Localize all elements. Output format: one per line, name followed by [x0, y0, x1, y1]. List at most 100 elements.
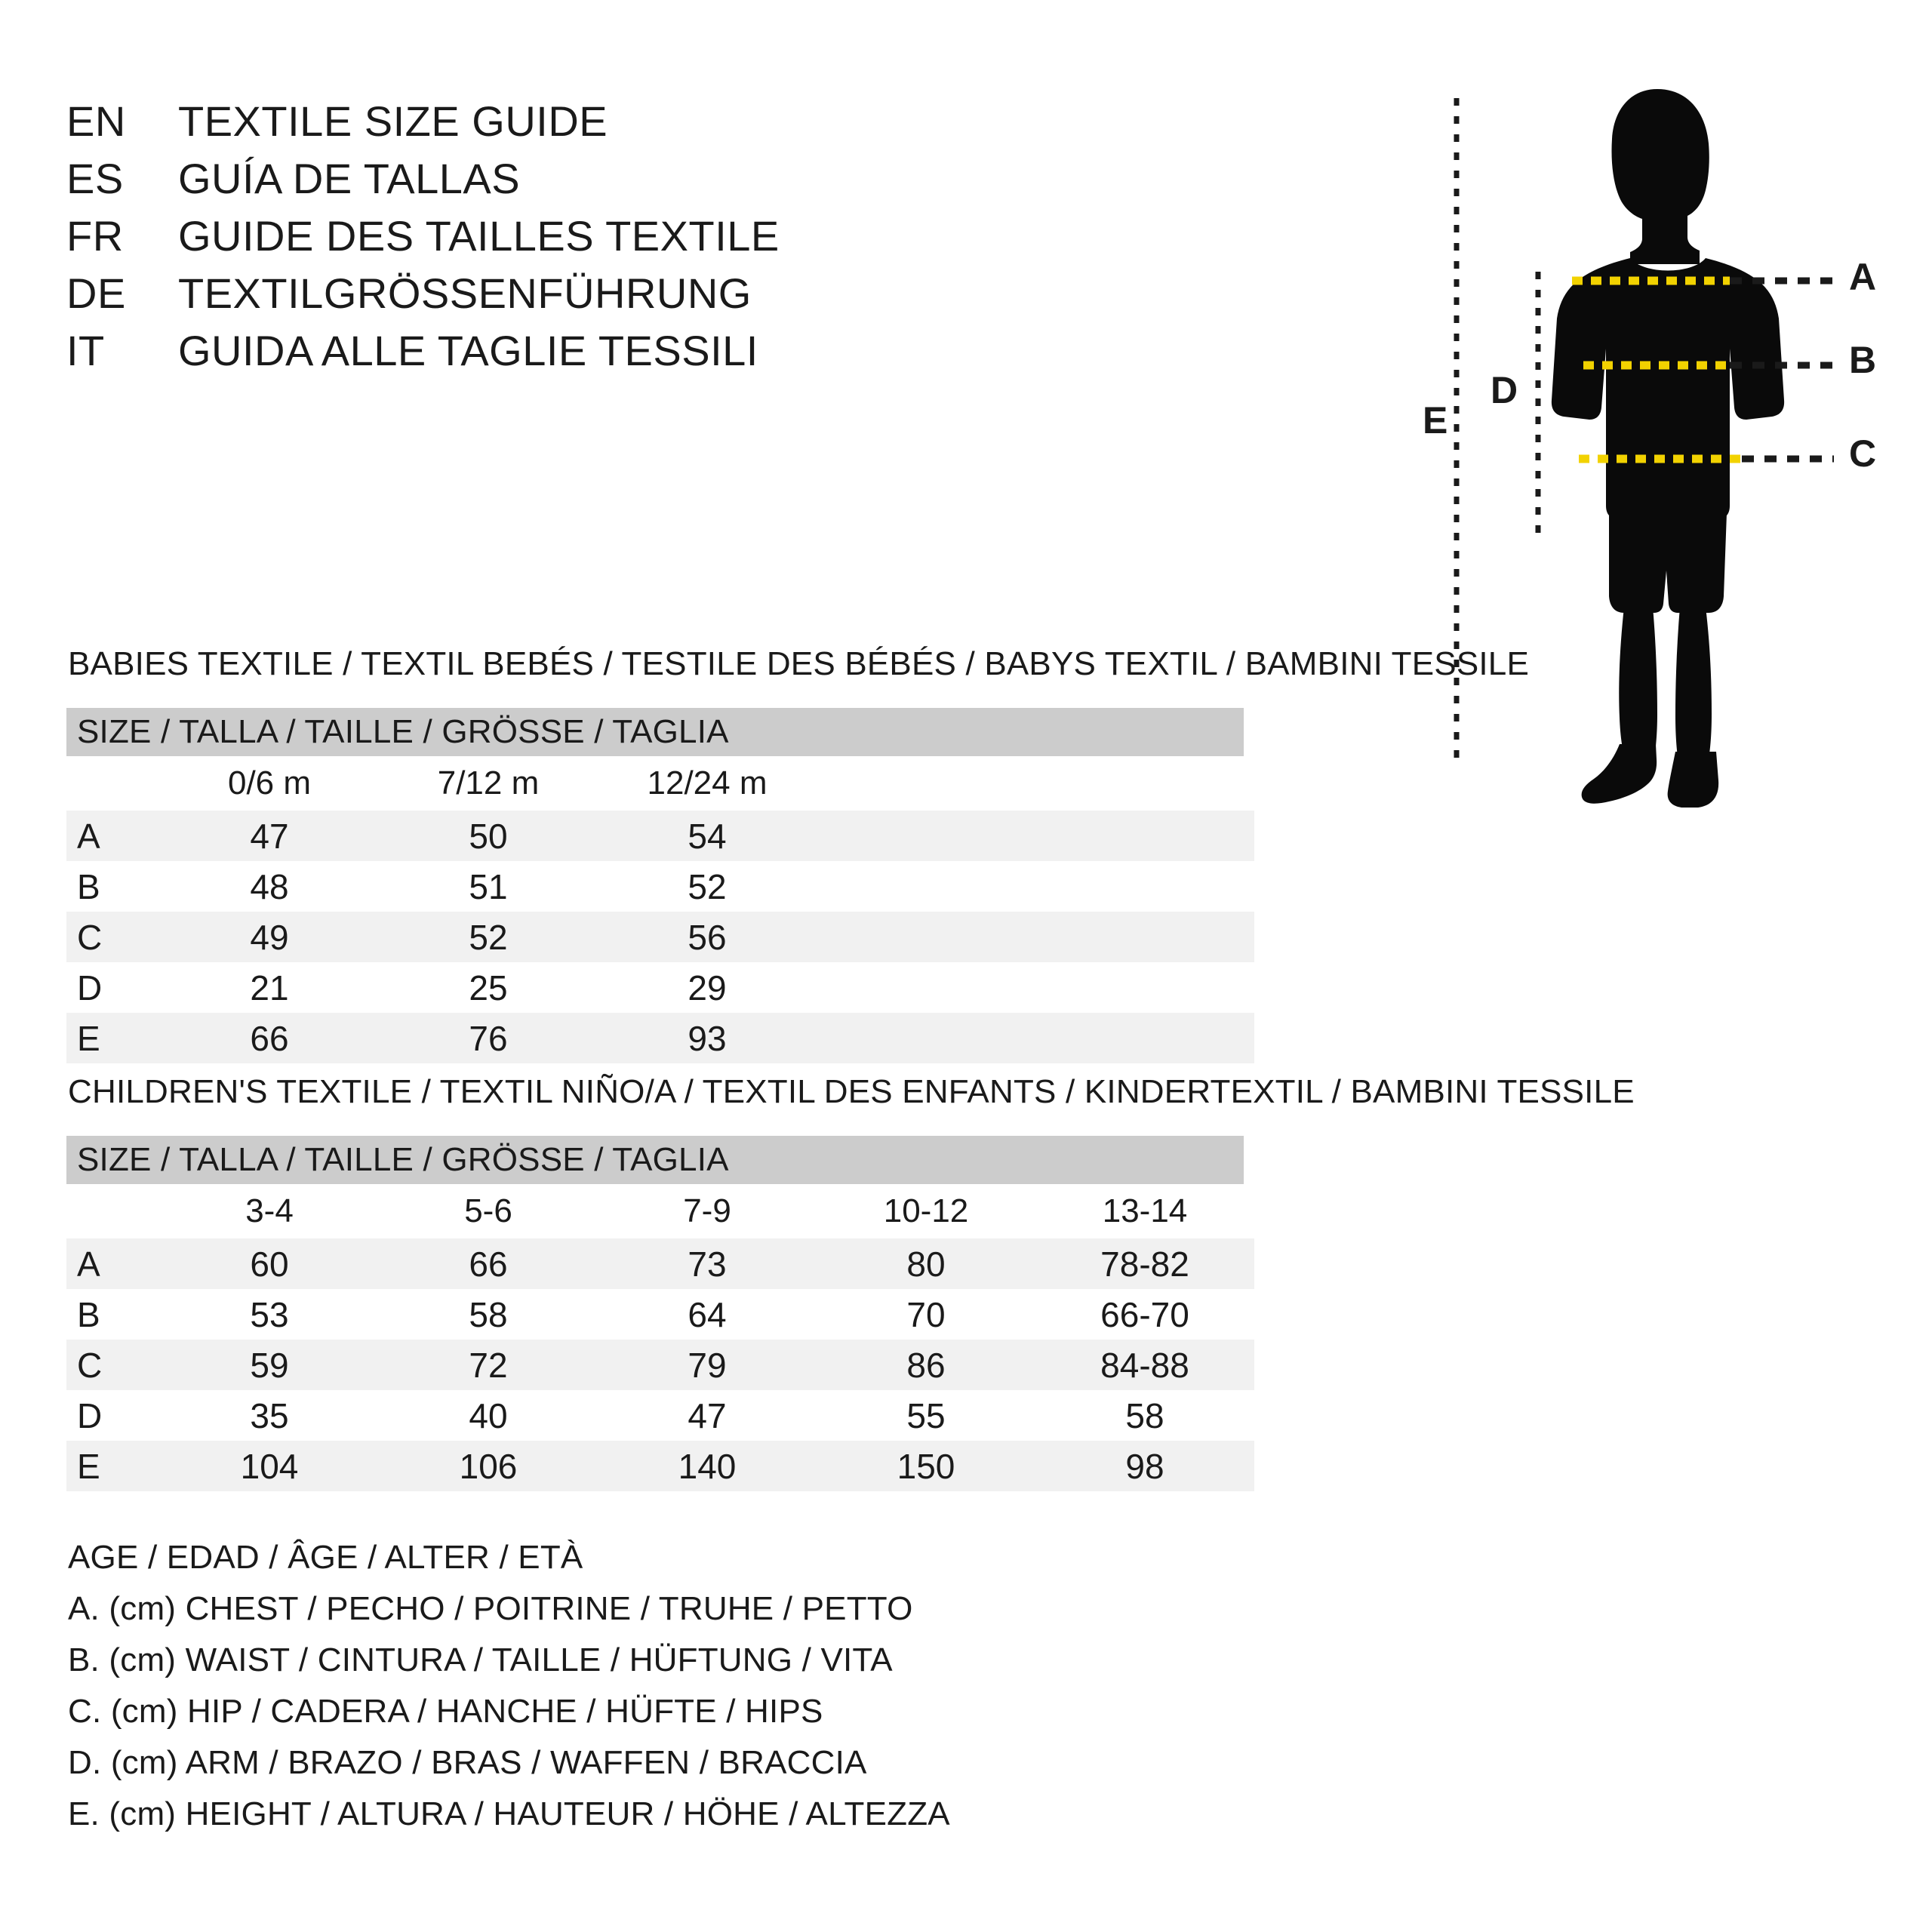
- table-row: B 53 58 64 70 66-70: [66, 1289, 1254, 1340]
- title-text-fr: GUIDE DES TAILLES TEXTILE: [178, 212, 780, 260]
- children-cell-e-1: 106: [379, 1441, 598, 1491]
- table-row: A 47 50 54: [66, 811, 1254, 861]
- title-lang-en: EN: [66, 97, 126, 145]
- babies-row-letter-a: A: [66, 811, 160, 861]
- title-lang-es: ES: [66, 155, 124, 202]
- babies-size-table: SIZE / TALLA / TAILLE / GRÖSSE / TAGLIA …: [66, 708, 1254, 1063]
- title-text-it: GUIDA ALLE TAGLIE TESSILI: [178, 327, 758, 374]
- babies-row-letter-e: E: [66, 1013, 160, 1063]
- children-cell-c-2: 79: [598, 1340, 817, 1390]
- babies-cell-c-0: 49: [160, 912, 379, 962]
- babies-col-header-2: 12/24 m: [598, 756, 817, 811]
- babies-cell-a-2: 54: [598, 811, 817, 861]
- babies-row-letter-d: D: [66, 962, 160, 1013]
- children-cell-d-0: 35: [160, 1390, 379, 1441]
- babies-cell-d-1: 25: [379, 962, 598, 1013]
- children-cell-d-2: 47: [598, 1390, 817, 1441]
- legend-line-waist: B. (cm) WAIST / CINTURA / TAILLE / HÜFTU…: [68, 1641, 893, 1678]
- figure-label-a: A: [1849, 256, 1877, 298]
- title-row: DE TEXTILGRÖSSENFÜHRUNG: [66, 269, 972, 326]
- babies-cell-a-1: 50: [379, 811, 598, 861]
- children-cell-b-1: 58: [379, 1289, 598, 1340]
- babies-cell-c-2: 56: [598, 912, 817, 962]
- title-lang-de: DE: [66, 269, 126, 317]
- babies-cell-b-2: 52: [598, 861, 817, 912]
- table-row: C 59 72 79 86 84-88: [66, 1340, 1254, 1390]
- children-cell-c-4: 84-88: [1035, 1340, 1254, 1390]
- babies-cell-e-0: 66: [160, 1013, 379, 1063]
- babies-row-letter-b: B: [66, 861, 160, 912]
- children-table-header-bar: SIZE / TALLA / TAILLE / GRÖSSE / TAGLIA: [66, 1136, 1244, 1184]
- measurement-diagram: A B C D E: [1404, 83, 1932, 808]
- table-row: E 104 106 140 150 98: [66, 1441, 1254, 1491]
- children-cell-d-3: 55: [817, 1390, 1035, 1441]
- babies-table-header-label: SIZE / TALLA / TAILLE / GRÖSSE / TAGLIA: [77, 713, 729, 750]
- babies-cell-e-2: 93: [598, 1013, 817, 1063]
- babies-cell-d-2: 29: [598, 962, 817, 1013]
- babies-row-letter-c: C: [66, 912, 160, 962]
- babies-cell-b-empty-4: [1035, 861, 1254, 912]
- children-cell-c-0: 59: [160, 1340, 379, 1390]
- babies-section-caption: BABIES TEXTILE / TEXTIL BEBÉS / TESTILE …: [68, 645, 1530, 682]
- babies-cell-e-empty-3: [817, 1013, 1035, 1063]
- figure-label-c: C: [1849, 432, 1877, 475]
- babies-column-header-row: 0/6 m 7/12 m 12/24 m: [66, 756, 1254, 811]
- children-col-header-0: 3-4: [160, 1184, 379, 1238]
- children-table-grid: 3-4 5-6 7-9 10-12 13-14 A 60 66 73 80 78…: [66, 1184, 1254, 1491]
- children-cell-e-0: 104: [160, 1441, 379, 1491]
- babies-col-header-empty-4: [1035, 756, 1254, 811]
- children-cell-b-0: 53: [160, 1289, 379, 1340]
- children-cell-b-2: 64: [598, 1289, 817, 1340]
- table-row: A 60 66 73 80 78-82: [66, 1238, 1254, 1289]
- babies-cell-e-empty-4: [1035, 1013, 1254, 1063]
- babies-cell-a-0: 47: [160, 811, 379, 861]
- child-silhouette-diagram: [1454, 89, 1834, 808]
- babies-col-header-empty-3: [817, 756, 1035, 811]
- babies-cell-d-0: 21: [160, 962, 379, 1013]
- title-row: IT GUIDA ALLE TAGLIE TESSILI: [66, 326, 972, 383]
- legend-line-hip: C. (cm) HIP / CADERA / HANCHE / HÜFTE / …: [68, 1693, 823, 1730]
- children-cell-a-0: 60: [160, 1238, 379, 1289]
- babies-col-header-1: 7/12 m: [379, 756, 598, 811]
- figure-label-e: E: [1423, 399, 1448, 441]
- children-row-letter-c: C: [66, 1340, 160, 1390]
- legend-line-height: E. (cm) HEIGHT / ALTURA / HAUTEUR / HÖHE…: [68, 1795, 950, 1832]
- children-column-header-row: 3-4 5-6 7-9 10-12 13-14: [66, 1184, 1254, 1238]
- babies-cell-b-empty-3: [817, 861, 1035, 912]
- babies-cell-c-empty-4: [1035, 912, 1254, 962]
- children-cell-c-3: 86: [817, 1340, 1035, 1390]
- legend-line-age: AGE / EDAD / ÂGE / ALTER / ETÀ: [68, 1539, 583, 1576]
- table-row: C 49 52 56: [66, 912, 1254, 962]
- babies-table-header-bar: SIZE / TALLA / TAILLE / GRÖSSE / TAGLIA: [66, 708, 1244, 756]
- children-col-header-4: 13-14: [1035, 1184, 1254, 1238]
- children-table-header-label: SIZE / TALLA / TAILLE / GRÖSSE / TAGLIA: [77, 1141, 729, 1178]
- children-cell-a-2: 73: [598, 1238, 817, 1289]
- children-cell-e-3: 150: [817, 1441, 1035, 1491]
- title-text-en: TEXTILE SIZE GUIDE: [178, 97, 608, 145]
- children-corner-cell: [66, 1184, 160, 1238]
- children-cell-a-3: 80: [817, 1238, 1035, 1289]
- children-cell-a-1: 66: [379, 1238, 598, 1289]
- babies-corner-cell: [66, 756, 160, 811]
- children-row-letter-e: E: [66, 1441, 160, 1491]
- children-cell-a-4: 78-82: [1035, 1238, 1254, 1289]
- legend-line-chest: A. (cm) CHEST / PECHO / POITRINE / TRUHE…: [68, 1590, 913, 1627]
- children-cell-b-3: 70: [817, 1289, 1035, 1340]
- babies-cell-d-empty-3: [817, 962, 1035, 1013]
- title-row: EN TEXTILE SIZE GUIDE: [66, 97, 972, 154]
- legend-line-arm: D. (cm) ARM / BRAZO / BRAS / WAFFEN / BR…: [68, 1744, 867, 1781]
- measurement-legend: AGE / EDAD / ÂGE / ALTER / ETÀ A. (cm) C…: [68, 1532, 1124, 1840]
- children-col-header-2: 7-9: [598, 1184, 817, 1238]
- table-row: D 21 25 29: [66, 962, 1254, 1013]
- children-cell-e-4: 98: [1035, 1441, 1254, 1491]
- babies-col-header-0: 0/6 m: [160, 756, 379, 811]
- table-row: B 48 51 52: [66, 861, 1254, 912]
- children-row-letter-d: D: [66, 1390, 160, 1441]
- children-cell-d-1: 40: [379, 1390, 598, 1441]
- figure-label-b: B: [1849, 339, 1877, 381]
- children-cell-e-2: 140: [598, 1441, 817, 1491]
- babies-cell-c-1: 52: [379, 912, 598, 962]
- babies-cell-b-0: 48: [160, 861, 379, 912]
- babies-cell-b-1: 51: [379, 861, 598, 912]
- children-cell-c-1: 72: [379, 1340, 598, 1390]
